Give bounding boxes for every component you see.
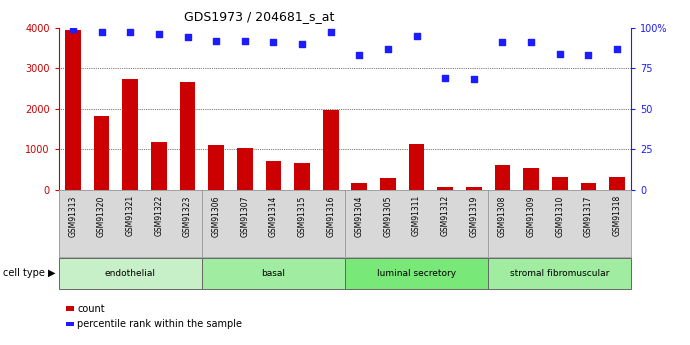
Text: GSM91309: GSM91309 [526, 195, 535, 237]
Text: GSM91313: GSM91313 [68, 195, 77, 237]
Bar [151, 142, 167, 190]
Bar [580, 183, 596, 190]
Bar [94, 116, 110, 190]
Text: GSM91306: GSM91306 [212, 195, 221, 237]
FancyBboxPatch shape [489, 258, 631, 289]
Text: GDS1973 / 204681_s_at: GDS1973 / 204681_s_at [184, 10, 334, 23]
Text: cell type ▶: cell type ▶ [3, 268, 55, 278]
Point [153, 31, 164, 37]
Text: percentile rank within the sample: percentile rank within the sample [77, 319, 242, 329]
Text: GSM91316: GSM91316 [326, 195, 335, 237]
Bar [609, 177, 625, 190]
Text: GSM91318: GSM91318 [613, 195, 622, 236]
Text: GSM91314: GSM91314 [269, 195, 278, 237]
Text: endothelial: endothelial [105, 269, 156, 278]
FancyBboxPatch shape [345, 258, 489, 289]
Bar [380, 178, 396, 190]
Bar [323, 110, 339, 190]
Point [268, 39, 279, 45]
Point [583, 52, 594, 58]
Point [611, 46, 622, 51]
Bar [495, 165, 511, 190]
Text: GSM91312: GSM91312 [441, 195, 450, 236]
Point [497, 39, 508, 45]
Text: basal: basal [262, 269, 286, 278]
Point [469, 77, 480, 82]
Text: GSM91323: GSM91323 [183, 195, 192, 237]
Text: count: count [77, 304, 105, 314]
Bar [237, 148, 253, 190]
Bar [122, 79, 138, 190]
Point [554, 51, 565, 56]
Point [382, 46, 393, 51]
Bar [408, 144, 424, 190]
Text: GSM91315: GSM91315 [297, 195, 306, 237]
Point [411, 33, 422, 38]
Bar [466, 187, 482, 190]
Text: GSM91308: GSM91308 [498, 195, 507, 237]
Point [68, 27, 79, 32]
FancyBboxPatch shape [202, 258, 345, 289]
Text: GSM91307: GSM91307 [240, 195, 249, 237]
Bar [351, 183, 367, 190]
Point [210, 38, 221, 43]
Bar [266, 161, 282, 190]
Point [96, 30, 107, 35]
Text: stromal fibromuscular: stromal fibromuscular [510, 269, 609, 278]
Text: GSM91320: GSM91320 [97, 195, 106, 237]
Text: GSM91305: GSM91305 [384, 195, 393, 237]
Bar [179, 82, 195, 190]
Point [354, 52, 365, 58]
Text: GSM91304: GSM91304 [355, 195, 364, 237]
Bar [523, 168, 539, 190]
Bar [437, 187, 453, 190]
Point [325, 30, 336, 35]
Point [239, 38, 250, 43]
Bar [65, 30, 81, 190]
Text: GSM91319: GSM91319 [469, 195, 478, 237]
Point [440, 75, 451, 81]
Text: GSM91321: GSM91321 [126, 195, 135, 236]
Point [526, 39, 537, 45]
Text: GSM91322: GSM91322 [155, 195, 164, 236]
Text: GSM91311: GSM91311 [412, 195, 421, 236]
Text: GSM91310: GSM91310 [555, 195, 564, 237]
Point [297, 41, 308, 47]
Bar [208, 145, 224, 190]
Point [182, 34, 193, 40]
Text: luminal secretory: luminal secretory [377, 269, 456, 278]
Bar [552, 177, 568, 190]
Point [125, 30, 136, 35]
Bar [294, 164, 310, 190]
Text: GSM91317: GSM91317 [584, 195, 593, 237]
FancyBboxPatch shape [59, 258, 202, 289]
